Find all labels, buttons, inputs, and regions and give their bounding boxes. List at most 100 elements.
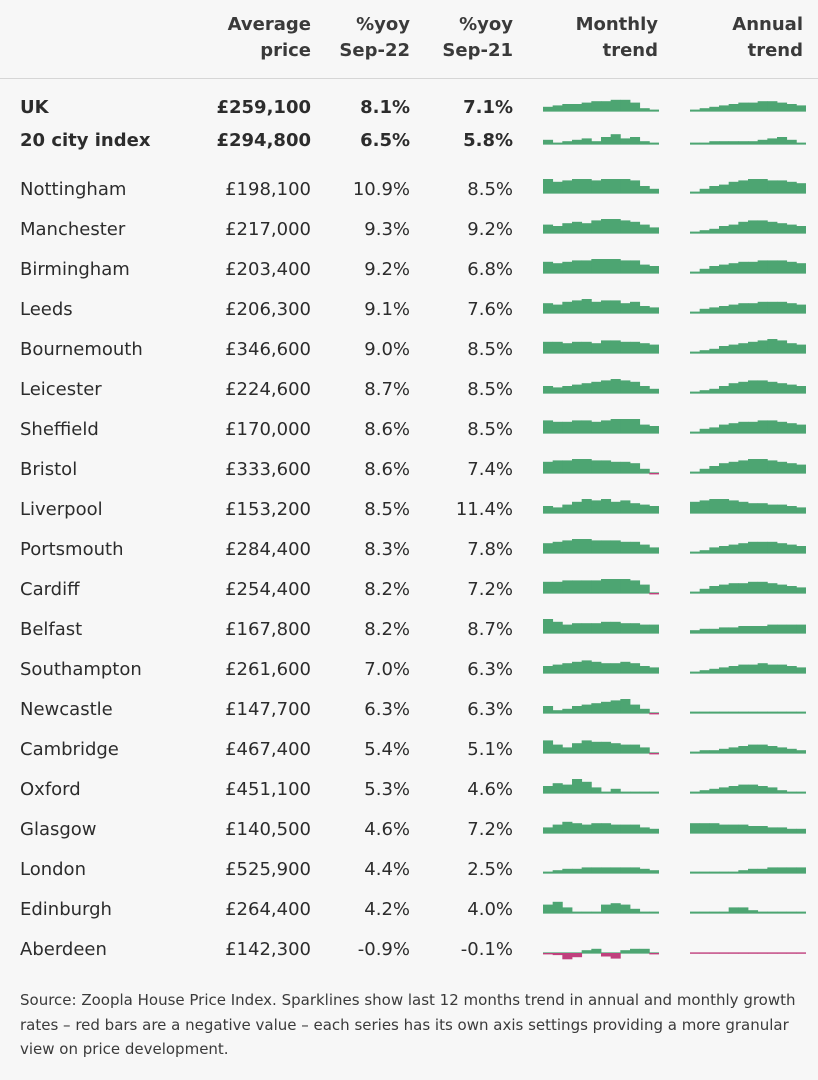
monthly-sparkline-bar <box>630 704 641 713</box>
monthly-sparkline-bar <box>601 137 612 144</box>
header-monthly-trend: Monthly trend <box>548 12 658 68</box>
city-name: Leeds <box>20 299 73 320</box>
average-price: £167,800 <box>225 619 311 640</box>
monthly-sparkline-bar <box>552 304 563 313</box>
annual-sparkline-bar <box>709 788 720 793</box>
table-row: Oxford £451,100 5.3% 4.6% <box>0 775 818 805</box>
monthly-sparkline-bar <box>601 179 612 193</box>
annual-sparkline-bar <box>796 183 806 193</box>
annual-sparkline-bar <box>699 230 710 233</box>
annual-sparkline-bar <box>777 137 788 144</box>
average-price: £147,700 <box>225 699 311 720</box>
monthly-sparkline-bar <box>572 300 583 313</box>
monthly-trend-sparkline <box>543 660 659 674</box>
monthly-sparkline-bar <box>591 948 602 953</box>
monthly-sparkline-bar <box>572 706 583 713</box>
monthly-sparkline-bar <box>630 791 641 793</box>
monthly-sparkline-bar <box>649 227 659 233</box>
monthly-sparkline-bar <box>649 593 659 595</box>
annual-sparkline-bar <box>719 667 730 673</box>
yoy-sep22: 9.3% <box>364 219 410 240</box>
monthly-sparkline-bar <box>630 824 641 833</box>
monthly-sparkline-bar <box>649 953 659 955</box>
annual-sparkline-bar <box>748 626 759 633</box>
annual-trend-sparkline <box>690 101 806 112</box>
monthly-sparkline-bar <box>543 461 554 473</box>
annual-sparkline-bar <box>757 953 768 954</box>
annual-sparkline-bar <box>786 139 797 144</box>
yoy-sep21: 6.3% <box>467 659 513 680</box>
annual-sparkline-bar <box>796 226 806 233</box>
monthly-sparkline-bar <box>601 460 612 473</box>
annual-sparkline-bar <box>757 503 768 513</box>
annual-sparkline-bar <box>699 188 710 193</box>
city-name: Aberdeen <box>20 939 107 960</box>
header-divider <box>0 78 818 79</box>
monthly-sparkline-bar <box>649 506 659 513</box>
table-row: Edinburgh £264,400 4.2% 4.0% <box>0 895 818 925</box>
monthly-sparkline-bar <box>572 580 583 593</box>
annual-sparkline-bar <box>709 307 720 313</box>
yoy-sep22: 8.6% <box>364 459 410 480</box>
annual-trend-sparkline <box>690 220 806 234</box>
annual-sparkline-bar <box>728 304 739 313</box>
annual-sparkline-bar <box>699 550 710 553</box>
annual-sparkline-bar <box>709 106 720 111</box>
annual-sparkline-bar <box>748 953 759 954</box>
monthly-sparkline-bar <box>572 539 583 553</box>
monthly-sparkline-bar <box>572 104 583 111</box>
average-price: £153,200 <box>225 499 311 520</box>
annual-sparkline-bar <box>796 142 806 144</box>
monthly-sparkline-bar <box>591 500 602 513</box>
annual-sparkline-bar <box>738 381 749 393</box>
annual-sparkline-bar <box>777 664 788 673</box>
monthly-sparkline-bar <box>543 386 554 393</box>
yoy-sep22: 4.6% <box>364 819 410 840</box>
annual-sparkline-bar <box>796 911 806 913</box>
city-name: Portsmouth <box>20 539 124 560</box>
monthly-sparkline-bar <box>630 180 641 193</box>
header-yoy-sep22: %yoy Sep-22 <box>320 12 410 68</box>
monthly-sparkline-bar <box>552 824 563 833</box>
annual-sparkline-bar <box>719 627 730 633</box>
annual-sparkline-bar <box>748 503 759 513</box>
monthly-sparkline-bar <box>610 663 621 673</box>
average-price: £217,000 <box>225 219 311 240</box>
average-price: £525,900 <box>225 859 311 880</box>
monthly-sparkline-bar <box>639 504 650 513</box>
annual-sparkline-bar <box>709 466 720 473</box>
monthly-sparkline-bar <box>620 904 631 913</box>
monthly-sparkline-bar <box>572 221 583 233</box>
monthly-sparkline-bar <box>601 904 612 913</box>
header-annual-trend: Annual trend <box>693 12 803 68</box>
monthly-sparkline-bar <box>649 344 659 353</box>
monthly-sparkline-bar <box>601 701 612 713</box>
monthly-sparkline-bar <box>610 824 621 833</box>
monthly-sparkline-bar <box>581 781 592 793</box>
annual-sparkline-bar <box>690 751 701 753</box>
annual-sparkline-bar <box>796 828 806 833</box>
monthly-sparkline-bar <box>630 260 641 273</box>
monthly-sparkline-bar <box>552 387 563 393</box>
header-yoy22-line2: Sep-22 <box>339 40 410 61</box>
monthly-sparkline-bar <box>649 828 659 833</box>
average-price: £224,600 <box>225 379 311 400</box>
monthly-sparkline-bar <box>543 953 554 955</box>
monthly-sparkline-bar <box>572 459 583 473</box>
annual-sparkline-bar <box>699 711 710 713</box>
monthly-sparkline-bar <box>639 747 650 753</box>
monthly-sparkline-bar <box>620 579 631 593</box>
annual-sparkline-bar <box>699 628 710 633</box>
yoy-sep21: 5.1% <box>467 739 513 760</box>
monthly-sparkline-bar <box>543 904 554 913</box>
annual-sparkline-bar <box>690 871 701 873</box>
annual-sparkline-bar <box>786 384 797 393</box>
monthly-sparkline-bar <box>572 661 583 673</box>
monthly-sparkline-bar <box>581 420 592 433</box>
table-row: Belfast £167,800 8.2% 8.7% <box>0 615 818 645</box>
yoy-sep21: 7.8% <box>467 539 513 560</box>
annual-sparkline-bar <box>748 664 759 673</box>
monthly-sparkline-bar <box>630 908 641 913</box>
annual-sparkline-bar <box>748 102 759 111</box>
annual-sparkline-bar <box>728 627 739 633</box>
